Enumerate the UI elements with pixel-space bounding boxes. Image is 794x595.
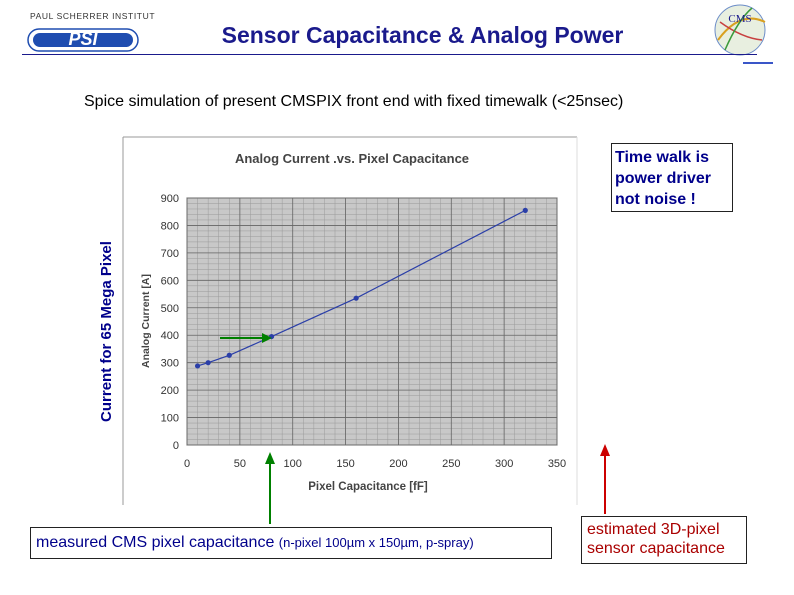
x-tick-label: 350 [548, 458, 566, 470]
green-arrow-horizontal-icon [220, 333, 272, 343]
x-tick-label: 0 [184, 458, 190, 470]
x-tick-label: 200 [389, 458, 407, 470]
title-divider [22, 54, 757, 55]
x-tick-label: 150 [336, 458, 354, 470]
x-tick-label: 250 [442, 458, 460, 470]
note-box: Time walk is power driver not noise ! [611, 143, 733, 212]
y-tick-labels: 0 100 200 300 400 500 600 700 800 900 [161, 193, 179, 452]
red-arrow-vertical-icon [600, 444, 610, 514]
x-tick-label: 50 [234, 458, 246, 470]
y-tick-label: 500 [161, 303, 179, 315]
major-grid [186, 197, 558, 446]
x-tick-labels: 0 50 100 150 200 250 300 350 [184, 458, 566, 470]
estimated-line: estimated 3D-pixel [587, 521, 720, 538]
chart-x-axis-label: Pixel Capacitance [fF] [308, 481, 428, 493]
data-point [226, 352, 232, 358]
title-accent-bar [743, 62, 773, 64]
subtitle: Spice simulation of present CMSPIX front… [84, 93, 624, 110]
y-tick-label: 400 [161, 330, 179, 342]
note-line: power driver [615, 170, 712, 187]
chart-y-axis-label: Analog Current [A] [140, 274, 152, 368]
measured-detail-text: (n-pixel 100µm x 150µm, p-spray) [278, 535, 474, 550]
y-tick-label: 600 [161, 275, 179, 287]
data-point [353, 295, 359, 301]
y-tick-label: 100 [161, 413, 179, 425]
page-title: Sensor Capacitance & Analog Power [221, 22, 624, 48]
data-point [522, 207, 528, 213]
x-tick-label: 300 [495, 458, 513, 470]
chart-title: Analog Current .vs. Pixel Capacitance [235, 151, 469, 166]
data-point [205, 360, 211, 366]
y-tick-label: 800 [161, 220, 179, 232]
series-layer [194, 207, 528, 369]
estimated-line: sensor capacitance [587, 540, 725, 557]
y-tick-label: 200 [161, 385, 179, 397]
y-tick-label: 0 [173, 440, 179, 452]
y-tick-label: 300 [161, 358, 179, 370]
note-line: not noise ! [615, 191, 696, 208]
green-arrow-vertical-icon [265, 452, 275, 524]
plot-area [186, 197, 558, 446]
measured-capacitance-box: measured CMS pixel capacitance (n-pixel … [30, 527, 552, 559]
data-point [194, 363, 201, 369]
estimated-capacitance-box: estimated 3D-pixel sensor capacitance [581, 516, 747, 564]
measured-main-text: measured CMS pixel capacitance [36, 534, 275, 551]
y-tick-label: 700 [161, 248, 179, 260]
x-tick-label: 100 [284, 458, 302, 470]
y-tick-label: 900 [161, 193, 179, 205]
institute-name: PAUL SCHERRER INSTITUT [30, 11, 156, 21]
note-line: Time walk is [615, 149, 709, 166]
